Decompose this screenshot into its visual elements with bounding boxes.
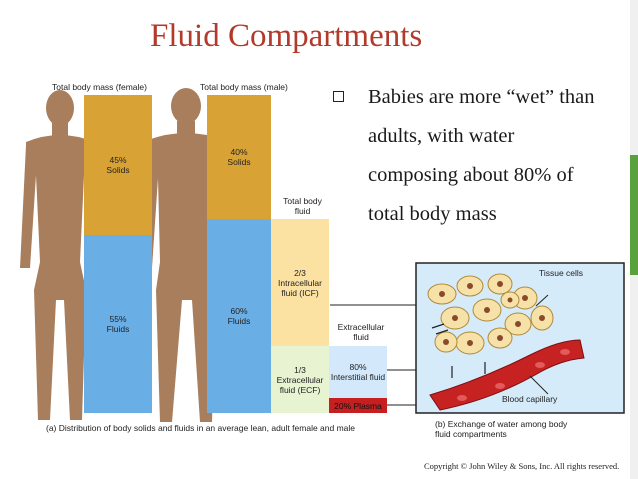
female-header: Total body mass (female)	[52, 82, 147, 92]
copyright-notice: Copyright © John Wiley & Sons, Inc. All …	[424, 461, 620, 471]
icf-label: Intracellular fluid (ICF)	[278, 277, 322, 298]
male-solids-percent: 40%	[230, 147, 248, 157]
bullet-icon	[333, 91, 344, 102]
interstitial-percent: 80%	[349, 362, 367, 372]
female-solids-label: Solids	[106, 165, 130, 175]
red-blood-cells	[457, 349, 570, 401]
male-fluids-percent: 60%	[230, 306, 248, 316]
exchange-arrows-icon	[431, 323, 486, 378]
ecf-label: Extracellular fluid (ECF)	[276, 374, 324, 395]
blood-capillary-label: Blood capillary	[502, 394, 558, 404]
slide-title: Fluid Compartments	[150, 18, 423, 54]
female-solids-percent: 45%	[109, 155, 127, 165]
male-header: Total body mass (male)	[200, 82, 288, 92]
blood-capillary-icon	[429, 339, 585, 411]
female-fluids-percent: 55%	[109, 314, 127, 324]
female-fluids-label: Fluids	[106, 324, 130, 334]
ecf-fraction: 1/3	[294, 364, 306, 375]
panel-b-caption: (b) Exchange of water among body fluid c…	[435, 419, 568, 439]
plasma-label: 20% Plasma	[334, 400, 382, 411]
male-solids-segment: 40% Solids	[207, 95, 271, 219]
male-fluids-label: Fluids	[227, 316, 251, 326]
panel-a-caption: (a) Distribution of body solids and flui…	[46, 423, 356, 433]
icf-fraction: 2/3	[294, 267, 306, 278]
extracellular-header: Extracellular fluid	[337, 322, 385, 342]
plasma-segment: 20% Plasma	[329, 398, 387, 413]
female-solids-segment: 45% Solids	[84, 95, 152, 235]
tissue-cells-label: Tissue cells	[538, 268, 584, 278]
icf-segment: 2/3 Intracellular fluid (ICF)	[271, 219, 329, 346]
male-solids-label: Solids	[227, 157, 251, 167]
total-body-fluid-header: Total body fluid	[283, 196, 322, 216]
capillary-pointer	[529, 375, 549, 395]
interstitial-segment: 80% Interstitial fluid	[329, 346, 387, 398]
interstitial-label: Interstitial fluid	[330, 372, 386, 382]
female-fluids-segment: 55% Fluids	[84, 235, 152, 413]
female-silhouette-icon	[20, 90, 94, 420]
tissue-cells-pointer	[535, 294, 549, 307]
bullet-text: Babies are more “wet” than adults, with …	[368, 86, 595, 225]
right-edge-accent	[630, 155, 638, 275]
ecf-segment: 1/3 Extracellular fluid (ECF)	[271, 346, 329, 413]
cell-nuclei	[439, 281, 545, 346]
male-fluids-segment: 60% Fluids	[207, 219, 271, 413]
